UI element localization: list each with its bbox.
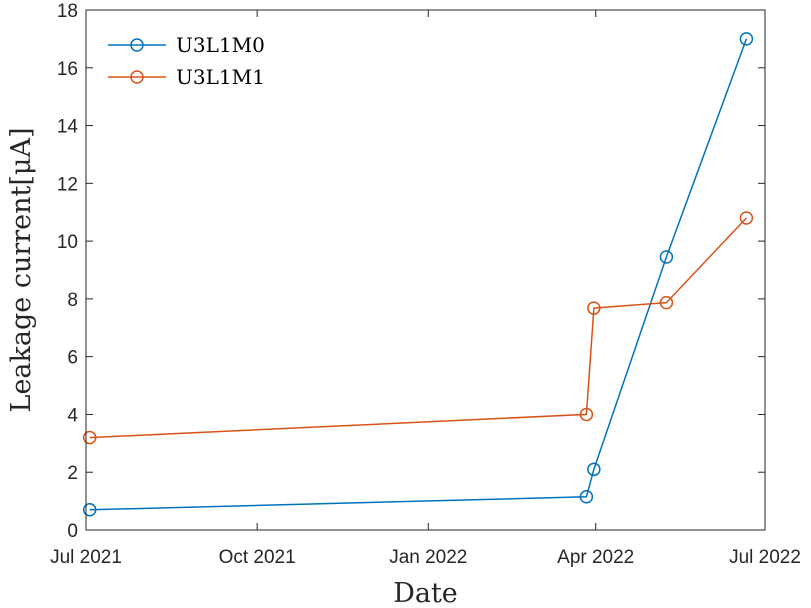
y-tick-label: 14 bbox=[57, 117, 79, 138]
series-line-1 bbox=[89, 38, 748, 511]
x-axis-label: Date bbox=[393, 578, 458, 608]
y-tick-label: 16 bbox=[57, 59, 78, 80]
x-tick-label: Apr 2022 bbox=[557, 547, 634, 568]
ticks-layer: 0 2 4 6 8 10 12 14 16 18 Jul 2021 Oct 2021 Jan 2022 A… bbox=[50, 1, 801, 568]
plot-frame bbox=[85, 9, 766, 531]
legend-label-1: U3L1M0 bbox=[176, 33, 265, 57]
y-tick-label: 12 bbox=[57, 174, 78, 195]
x-tick-label: Jul 2021 bbox=[50, 547, 122, 568]
y-tick-label: 18 bbox=[57, 1, 78, 22]
legend-label-2: U3L1M1 bbox=[176, 65, 265, 89]
data-point bbox=[82, 503, 97, 517]
data-point bbox=[587, 462, 601, 477]
data-point bbox=[579, 407, 594, 422]
y-axis-label: Leakage current[μA] bbox=[6, 128, 37, 413]
data-point bbox=[82, 430, 97, 445]
legend-marker-2 bbox=[130, 70, 144, 84]
data-point bbox=[659, 295, 674, 310]
series-line-2 bbox=[89, 217, 747, 439]
y-tick-label: 4 bbox=[67, 405, 78, 426]
data-point bbox=[579, 490, 594, 504]
y-tick-label: 2 bbox=[67, 463, 78, 484]
data-point bbox=[739, 32, 754, 46]
y-tick-label: 6 bbox=[67, 348, 78, 369]
y-tick-label: 0 bbox=[67, 521, 78, 542]
series-layer bbox=[82, 32, 754, 517]
data-point bbox=[587, 301, 601, 315]
data-point bbox=[739, 211, 754, 225]
y-tick-label: 10 bbox=[57, 232, 78, 253]
legend-marker-1 bbox=[130, 38, 144, 52]
x-tick-label: Jan 2022 bbox=[389, 547, 467, 568]
x-tick-label: Oct 2021 bbox=[219, 547, 296, 568]
legend-entry-2: U3L1M1 bbox=[108, 65, 265, 89]
y-tick-label: 8 bbox=[67, 290, 78, 311]
data-point bbox=[659, 250, 674, 264]
x-tick-label: Jul 2022 bbox=[729, 547, 801, 568]
legend-entry-1: U3L1M0 bbox=[108, 33, 265, 57]
legend: U3L1M0 U3L1M1 bbox=[108, 33, 265, 89]
